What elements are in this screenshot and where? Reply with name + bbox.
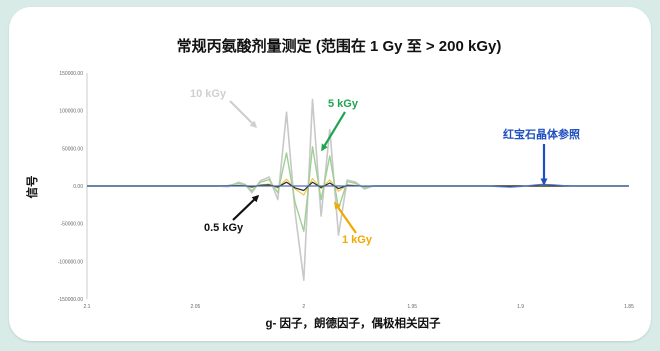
annotation-label: 0.5 kGy [204,222,244,234]
y-tick-label: 0.00 [73,184,83,190]
annotation-layer: 10 kGy 5 kGy 1 kGy 0.5 kGy 红宝石晶体参照 [190,88,580,246]
annotation-arrow [321,111,346,152]
annotation-label: 1 kGy [342,234,373,246]
series-layer [87,98,629,282]
y-tick-label: -100000.00 [58,259,84,265]
annotation-label: 红宝石晶体参照 [503,127,580,141]
chart-title: 常规丙氨酸剂量测定 (范围在 1 Gy 至 > 200 kGy) [177,37,502,55]
x-tick-label: 1.85 [624,304,634,310]
epr-spectrum-chart: 常规丙氨酸剂量测定 (范围在 1 Gy 至 > 200 kGy) g- 因子，朗… [25,37,634,330]
x-axis-label: g- 因子，朗德因子，偶极相关因子 [265,316,441,330]
series-line-10-kgy [87,98,629,282]
y-axis-label: 信号 [25,176,39,199]
y-tick-label: -150000.00 [58,297,84,303]
annotation-label: 10 kGy [190,88,227,100]
y-tick-label: -50000.00 [60,222,83,228]
annotation-arrow [229,100,258,129]
series-line-红宝石晶体参照 [87,183,629,188]
y-tick-label: 150000.00 [59,71,83,77]
x-tick-label: 1.95 [407,304,417,310]
x-tick-label: 2.05 [191,304,201,310]
annotation-arrow [232,194,260,221]
x-tick-label: 2 [302,304,305,310]
y-tick-label: 100000.00 [59,109,83,115]
chart-card: 常规丙氨酸剂量测定 (范围在 1 Gy 至 > 200 kGy) g- 因子，朗… [9,7,651,341]
x-tick-label: 1.9 [517,304,524,310]
annotation-label: 5 kGy [328,98,359,110]
series-line-5-kgy [87,146,629,232]
annotation-arrow [334,201,357,234]
y-tick-label: 50000.00 [62,146,83,152]
x-tick-label: 2.1 [84,304,91,310]
